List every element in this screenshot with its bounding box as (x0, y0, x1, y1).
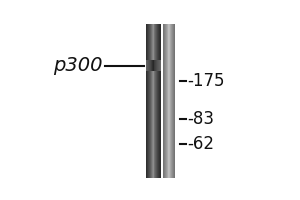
Text: -62: -62 (188, 135, 214, 153)
Text: -175: -175 (188, 72, 225, 90)
Text: p300: p300 (53, 56, 103, 75)
Text: -83: -83 (188, 110, 214, 128)
